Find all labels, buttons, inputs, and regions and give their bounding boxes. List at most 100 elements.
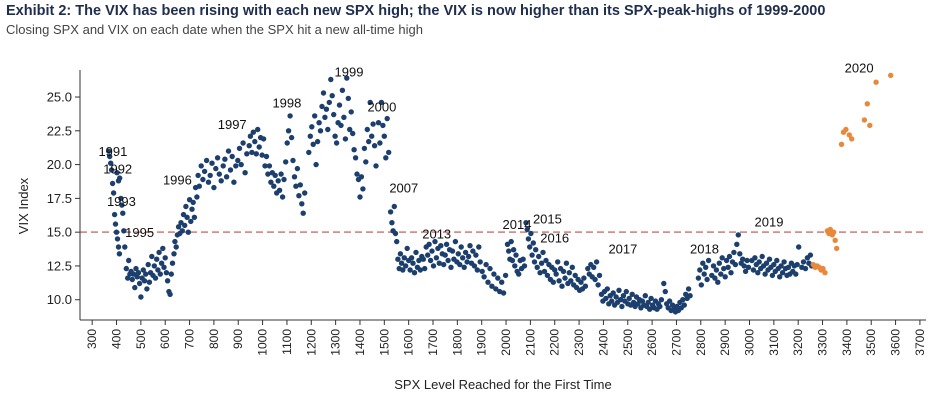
data-point <box>246 143 252 149</box>
year-label: 2017 <box>608 241 637 256</box>
data-point-recent <box>864 101 870 107</box>
data-point <box>235 157 241 164</box>
data-point <box>769 272 776 279</box>
data-point <box>569 264 575 270</box>
data-point <box>132 284 138 291</box>
data-point <box>550 279 556 285</box>
x-tick-label: 1800 <box>450 329 464 356</box>
data-point <box>138 294 144 300</box>
data-point <box>319 103 325 110</box>
x-tick-label: 2600 <box>645 329 659 356</box>
data-point <box>126 257 132 264</box>
data-point <box>750 267 757 273</box>
data-point <box>485 279 491 285</box>
data-point <box>378 99 385 106</box>
data-point <box>252 138 258 145</box>
data-point <box>510 247 517 253</box>
data-point <box>182 222 188 229</box>
year-label: 1998 <box>272 95 301 110</box>
data-point <box>278 171 284 177</box>
year-labels: 1991 1992 1993 1995 1996 1997 1998 1999 2000 2007… <box>98 60 873 256</box>
data-point <box>401 255 407 261</box>
x-tick-label: 2800 <box>694 329 708 356</box>
data-point <box>728 270 734 276</box>
data-point <box>559 283 565 289</box>
data-point <box>732 261 739 268</box>
data-point <box>392 230 399 237</box>
data-point <box>323 106 330 112</box>
data-point <box>807 252 814 258</box>
data-point <box>160 245 166 252</box>
data-point <box>380 122 386 129</box>
data-point <box>255 126 261 133</box>
data-point <box>568 278 574 284</box>
data-point <box>491 271 497 277</box>
data-point <box>333 140 340 146</box>
data-point <box>164 278 171 284</box>
data-point <box>531 259 538 265</box>
data-point <box>661 280 667 287</box>
x-tick-label: 2300 <box>572 329 586 356</box>
data-point <box>205 179 212 185</box>
data-point <box>325 126 331 133</box>
x-tick-label: 2100 <box>523 329 537 356</box>
data-point <box>467 243 473 249</box>
data-point <box>695 275 702 281</box>
data-point <box>572 272 578 279</box>
data-point <box>375 120 382 126</box>
data-point <box>276 187 283 193</box>
data-point <box>332 133 338 139</box>
x-tick-label: 1400 <box>353 329 367 356</box>
data-point <box>394 238 400 245</box>
data-point-recent <box>832 237 838 243</box>
data-point <box>669 302 676 308</box>
data-point-recent <box>822 270 828 276</box>
x-tick-label: 2500 <box>621 329 635 356</box>
data-point <box>445 257 451 264</box>
data-point <box>190 199 196 206</box>
data-point <box>429 248 435 254</box>
data-point <box>460 255 466 261</box>
data-point <box>302 190 308 196</box>
data-point <box>339 87 346 94</box>
year-label: 2020 <box>845 60 874 75</box>
data-point <box>477 259 483 265</box>
data-point <box>411 270 418 276</box>
data-point <box>521 263 528 269</box>
data-point <box>144 286 150 292</box>
data-point <box>256 144 262 150</box>
data-point <box>619 303 625 310</box>
x-tick-label: 300 <box>85 329 99 349</box>
data-point <box>698 282 704 288</box>
data-point <box>796 244 802 250</box>
data-point <box>218 178 224 184</box>
data-point <box>354 171 360 177</box>
data-point <box>312 113 318 119</box>
data-point <box>474 267 480 273</box>
data-point <box>613 294 619 300</box>
data-point <box>317 128 324 134</box>
data-point <box>344 75 350 81</box>
data-point <box>493 286 499 292</box>
chart-title: Exhibit 2: The VIX has been rising with … <box>6 3 826 19</box>
data-point-recent <box>843 126 849 133</box>
data-point <box>617 297 624 303</box>
data-point <box>384 115 390 122</box>
data-point <box>528 230 534 237</box>
data-point <box>316 120 322 126</box>
data-point <box>404 245 410 252</box>
data-point <box>213 165 219 172</box>
data-point <box>745 264 752 270</box>
data-point <box>630 299 637 306</box>
data-point <box>713 267 720 273</box>
data-point <box>377 140 383 146</box>
data-point <box>591 264 597 270</box>
data-point <box>464 259 470 265</box>
x-tick-label: 3200 <box>791 329 805 356</box>
data-point <box>742 268 749 275</box>
data-point <box>499 279 505 285</box>
data-point <box>348 109 354 115</box>
data-point <box>710 263 717 269</box>
year-label: 2018 <box>690 241 719 256</box>
data-point <box>163 270 170 276</box>
